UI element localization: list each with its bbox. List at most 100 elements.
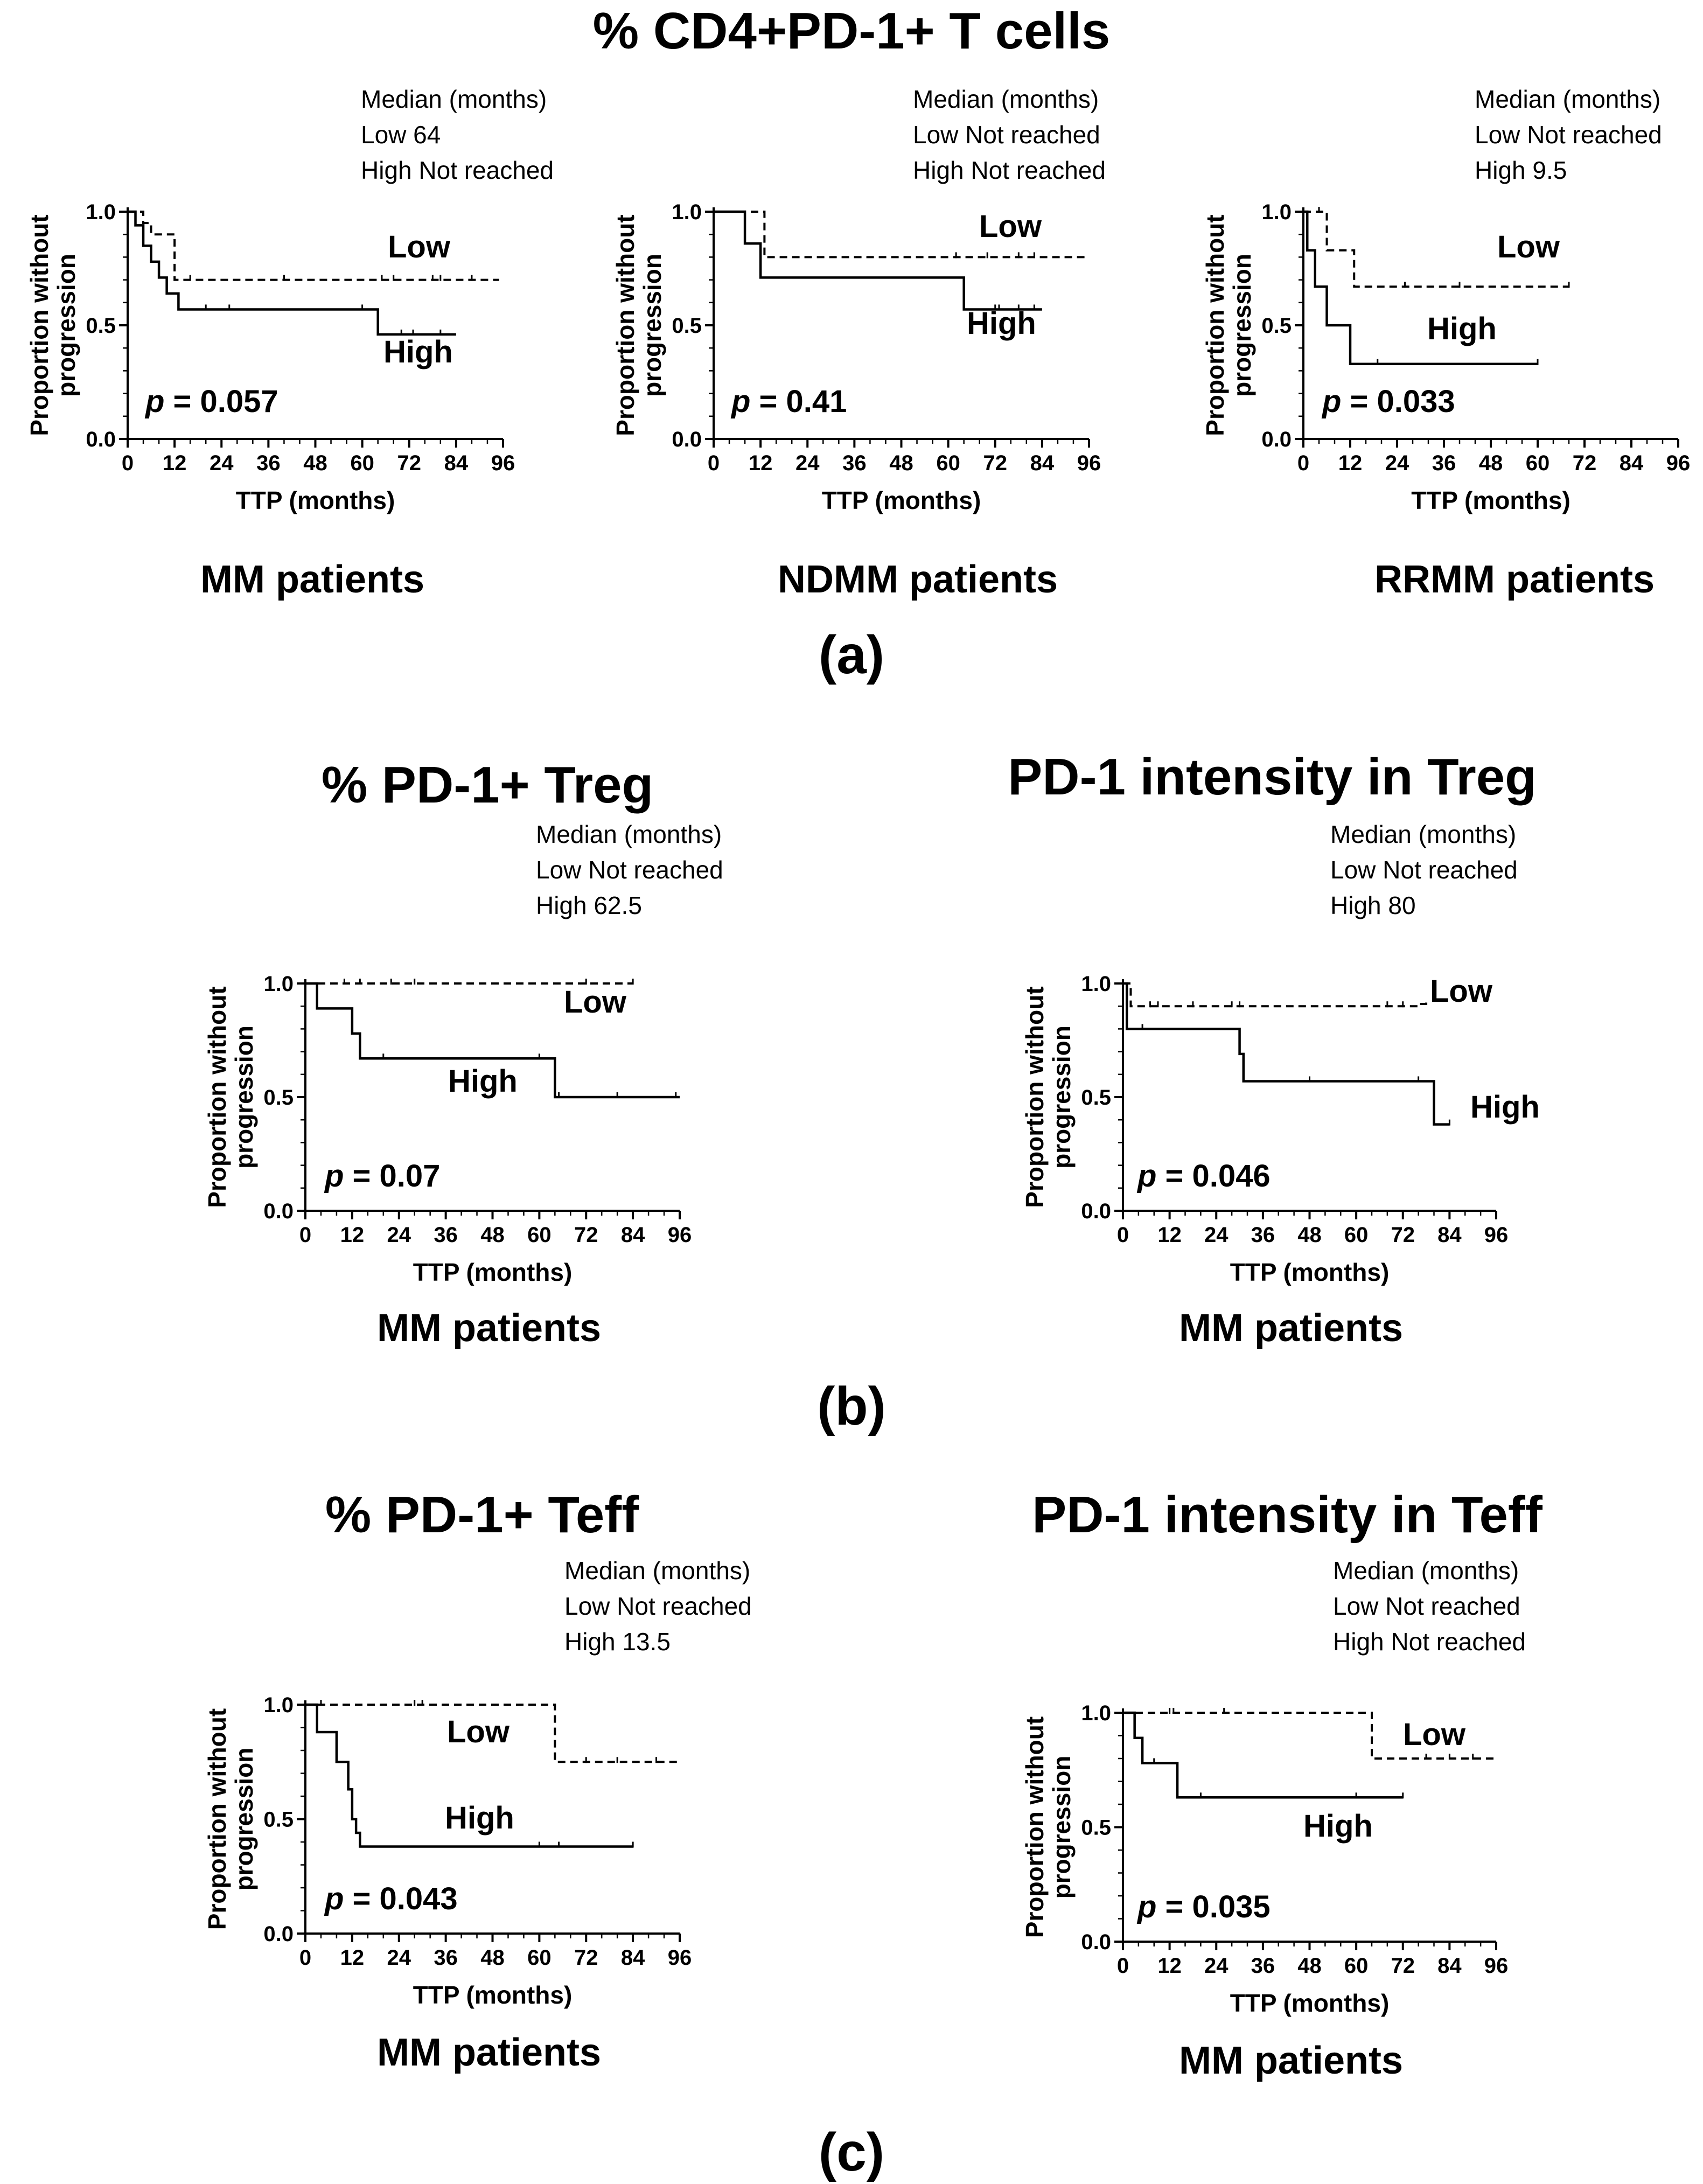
x-tick-label: 48 — [889, 451, 913, 475]
p-value-number: = 0.035 — [1156, 1889, 1270, 1924]
x-tick-label: 60 — [350, 451, 374, 475]
median-header: Median (months) — [913, 85, 1099, 113]
y-axis-title-line2: progression — [52, 254, 80, 397]
p-value-number: = 0.033 — [1341, 384, 1455, 419]
x-tick-label: 0 — [1117, 1954, 1129, 1978]
median-high: High Not reached — [913, 156, 1106, 184]
series-label-low: Low — [388, 229, 451, 264]
x-axis-title: TTP (months) — [1230, 1989, 1390, 2017]
x-tick-label: 48 — [480, 1946, 505, 1970]
series-label-low: Low — [447, 1714, 510, 1749]
y-axis-title-line2: progression — [638, 254, 666, 397]
series-label-low: Low — [1403, 1717, 1466, 1752]
x-tick-label: 48 — [303, 451, 327, 475]
km-plot-mm-pd1-treg: 0 12 24 36 48 60 72 84 96 0.0 0.5 1.0 TTP (months) Pr… — [203, 820, 723, 1350]
y-tick-label: 1.0 — [1261, 200, 1292, 224]
median-low: Low Not reached — [913, 121, 1100, 149]
km-curve-high — [1303, 210, 1538, 365]
x-tick-label: 72 — [397, 451, 422, 475]
p-value: p = 0.41 — [730, 384, 847, 419]
median-low: Low Not reached — [1330, 856, 1518, 884]
y-tick-label: 1.0 — [86, 200, 116, 224]
y-tick-label: 0.5 — [1261, 314, 1292, 338]
series-label-high: High — [445, 1801, 514, 1836]
km-curve-low — [1303, 211, 1569, 288]
y-axis-title-line2: progression — [1048, 1025, 1076, 1169]
x-tick-label: 0 — [708, 451, 720, 475]
y-tick-label: 0.0 — [263, 1199, 294, 1223]
x-tick-label: 12 — [749, 451, 773, 475]
x-tick-label: 48 — [480, 1223, 505, 1247]
p-value-number: = 0.07 — [344, 1159, 440, 1194]
p-value-symbol: p — [324, 1881, 344, 1916]
x-tick-label: 48 — [1479, 451, 1503, 475]
y-axis-title-line1: Proportion without — [611, 214, 639, 436]
km-plot-mm-cd4: 0 12 24 36 48 60 72 84 96 0.0 0.5 1.0 TTP (months) Pr… — [25, 85, 554, 601]
x-tick-label: 72 — [1391, 1954, 1415, 1978]
km-plot-mm-pd1-intensity-treg: 0 12 24 36 48 60 72 84 96 0.0 0.5 1.0 TTP (months) Pr… — [1021, 820, 1540, 1350]
title-pd1-intensity-treg: PD-1 intensity in Treg — [1008, 748, 1537, 806]
group-label: MM patients — [377, 1307, 601, 1350]
median-high: High Not reached — [361, 156, 554, 184]
median-high: High Not reached — [1333, 1628, 1526, 1656]
y-tick-label: 0.0 — [1081, 1199, 1111, 1223]
km-curve-low — [1123, 982, 1428, 1008]
y-axis-title-line2: progression — [1228, 254, 1256, 397]
median-high: High 9.5 — [1475, 156, 1567, 184]
p-value: p = 0.07 — [324, 1159, 440, 1194]
x-tick-label: 84 — [1437, 1954, 1462, 1978]
series-label-high: High — [1427, 311, 1497, 346]
y-tick-label: 1.0 — [263, 1693, 294, 1717]
series-label-high: High — [967, 306, 1036, 341]
km-curve-high — [128, 210, 456, 336]
x-tick-label: 60 — [1344, 1223, 1369, 1247]
km-curve-high — [305, 982, 680, 1099]
x-tick-label: 60 — [1344, 1954, 1369, 1978]
series-label-high: High — [448, 1064, 518, 1099]
y-axis-title-line1: Proportion without — [25, 214, 53, 436]
title-pd1-teff: % PD-1+ Teff — [325, 1486, 639, 1544]
x-tick-label: 60 — [527, 1223, 552, 1247]
series-label-high: High — [1470, 1090, 1540, 1125]
median-low: Low Not reached — [564, 1592, 752, 1620]
p-value-number: = 0.046 — [1156, 1159, 1270, 1194]
x-tick-label: 0 — [299, 1946, 311, 1970]
y-tick-label: 0.5 — [263, 1086, 294, 1110]
x-tick-label: 24 — [387, 1223, 411, 1247]
x-tick-label: 84 — [1030, 451, 1055, 475]
x-tick-label: 12 — [1157, 1223, 1182, 1247]
median-header: Median (months) — [1333, 1557, 1519, 1585]
x-tick-label: 72 — [574, 1223, 598, 1247]
x-tick-label: 96 — [668, 1946, 692, 1970]
p-value-symbol: p — [144, 384, 164, 419]
x-axis-title: TTP (months) — [1230, 1258, 1390, 1286]
km-curve-low — [128, 211, 499, 281]
x-tick-label: 48 — [1297, 1954, 1322, 1978]
y-tick-label: 1.0 — [263, 972, 294, 996]
km-plot-mm-pd1-teff: 0 12 24 36 48 60 72 84 96 0.0 0.5 1.0 TTP (months) Pr… — [203, 1557, 752, 2074]
section-label-c: (c) — [819, 2122, 884, 2182]
x-axis-title: TTP (months) — [413, 1258, 573, 1286]
x-axis-title: TTP (months) — [822, 486, 981, 514]
group-label: NDMM patients — [778, 558, 1058, 601]
p-value: p = 0.035 — [1136, 1889, 1271, 1924]
median-low: Low Not reached — [1475, 121, 1662, 149]
group-label: MM patients — [377, 2031, 601, 2074]
p-value: p = 0.043 — [324, 1881, 458, 1916]
y-tick-label: 0.5 — [672, 314, 702, 338]
series-label-low: Low — [564, 985, 627, 1020]
y-axis-title-line2: progression — [230, 1025, 258, 1169]
y-tick-label: 0.0 — [86, 428, 116, 451]
group-label: MM patients — [1179, 2039, 1403, 2082]
km-curve-low — [305, 1704, 680, 1763]
x-tick-label: 72 — [983, 451, 1008, 475]
median-header: Median (months) — [361, 85, 547, 113]
series-label-low: Low — [1497, 229, 1560, 264]
x-tick-label: 12 — [340, 1946, 365, 1970]
x-tick-label: 60 — [527, 1946, 552, 1970]
x-tick-label: 72 — [1391, 1223, 1415, 1247]
median-header: Median (months) — [564, 1557, 750, 1585]
km-curve-high — [1123, 982, 1450, 1126]
x-tick-label: 84 — [621, 1223, 645, 1247]
